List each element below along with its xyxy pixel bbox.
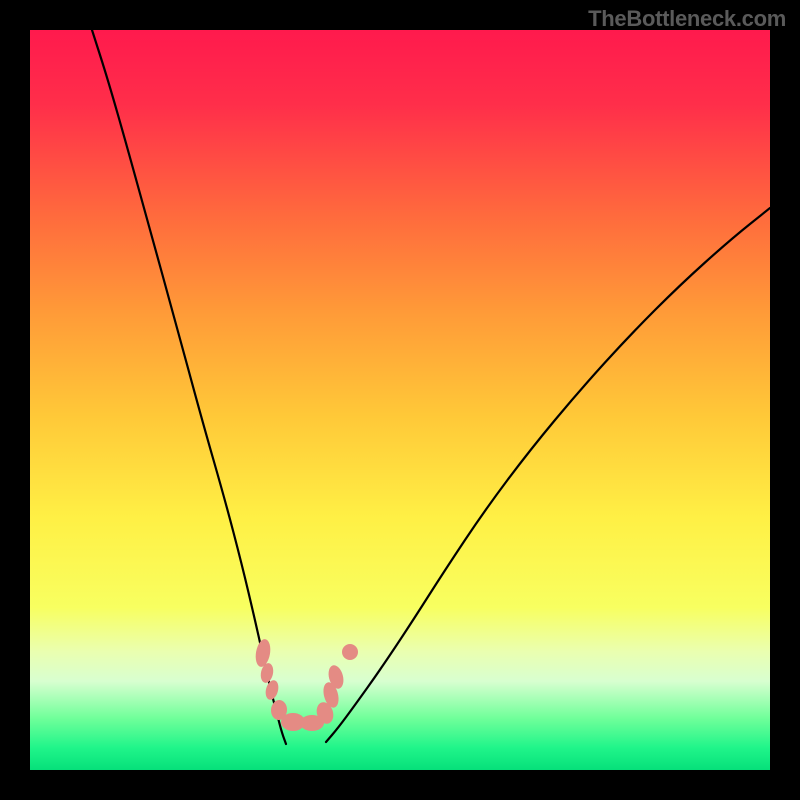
chart-container: TheBottleneck.com xyxy=(0,0,800,800)
plot-svg xyxy=(30,30,770,770)
marker-blob xyxy=(342,644,358,660)
watermark-label: TheBottleneck.com xyxy=(588,6,786,32)
plot-area xyxy=(30,30,770,770)
gradient-background xyxy=(30,30,770,770)
